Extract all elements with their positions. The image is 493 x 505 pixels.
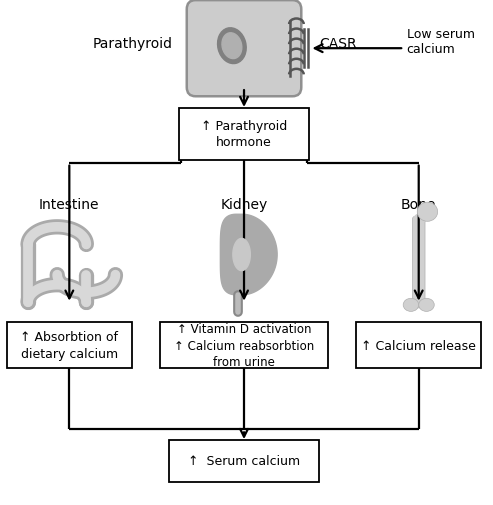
Ellipse shape: [419, 298, 434, 312]
Ellipse shape: [417, 203, 438, 222]
Ellipse shape: [403, 298, 419, 312]
Text: Intestine: Intestine: [39, 198, 100, 212]
Ellipse shape: [222, 34, 242, 60]
Text: Bone: Bone: [401, 198, 436, 212]
Text: ↑ Vitamin D activation
↑ Calcium reabsorbtion
from urine: ↑ Vitamin D activation ↑ Calcium reabsor…: [174, 323, 314, 368]
Text: Parathyroid: Parathyroid: [92, 37, 173, 51]
FancyBboxPatch shape: [356, 322, 481, 369]
FancyBboxPatch shape: [7, 322, 132, 369]
Text: ↑ Absorbtion of
dietary calcium: ↑ Absorbtion of dietary calcium: [20, 331, 118, 360]
Text: Kidney: Kidney: [220, 198, 268, 212]
FancyBboxPatch shape: [187, 1, 301, 97]
FancyBboxPatch shape: [169, 440, 319, 482]
FancyBboxPatch shape: [413, 217, 425, 308]
Polygon shape: [220, 215, 277, 295]
Text: ↑ Calcium release: ↑ Calcium release: [361, 339, 476, 352]
Text: ↑ Parathyroid
hormone: ↑ Parathyroid hormone: [201, 120, 287, 149]
Ellipse shape: [217, 29, 246, 65]
FancyBboxPatch shape: [179, 109, 309, 161]
Text: ↑  Serum calcium: ↑ Serum calcium: [188, 454, 300, 468]
Text: CASR: CASR: [319, 37, 357, 51]
FancyBboxPatch shape: [160, 322, 328, 369]
Text: Low serum
calcium: Low serum calcium: [407, 28, 475, 56]
Polygon shape: [233, 239, 250, 271]
